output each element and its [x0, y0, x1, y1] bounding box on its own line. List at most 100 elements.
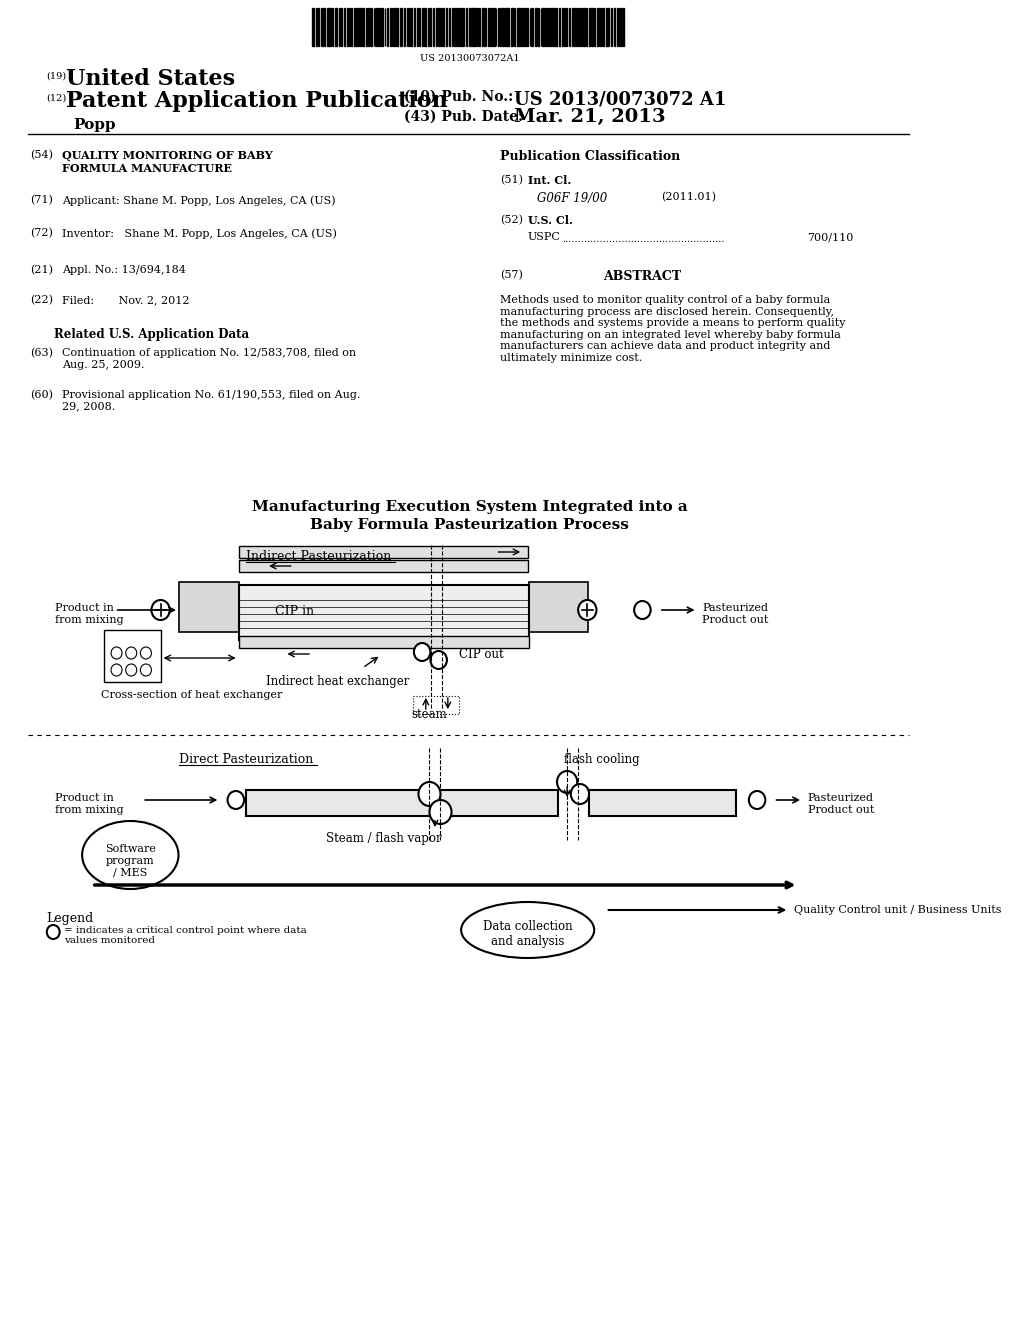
Ellipse shape: [579, 601, 597, 620]
Text: CIP out: CIP out: [459, 648, 504, 661]
Text: (63): (63): [31, 348, 53, 358]
Ellipse shape: [430, 651, 446, 669]
Ellipse shape: [227, 791, 244, 809]
Text: (51): (51): [500, 176, 523, 185]
Ellipse shape: [419, 781, 440, 807]
Ellipse shape: [570, 784, 589, 804]
Text: (21): (21): [31, 265, 53, 276]
Bar: [474, 8, 476, 46]
Ellipse shape: [47, 925, 59, 939]
Bar: [521, 8, 523, 46]
Bar: [591, 8, 593, 46]
Text: Legend: Legend: [46, 912, 93, 925]
Text: (22): (22): [31, 294, 53, 305]
Text: Methods used to monitor quality control of a baby formula
manufacturing process : Methods used to monitor quality control …: [500, 294, 846, 363]
Bar: [239, 636, 528, 648]
Bar: [524, 8, 526, 46]
Text: (12): (12): [46, 94, 67, 103]
Bar: [239, 546, 527, 558]
Bar: [179, 582, 239, 632]
Bar: [488, 8, 490, 46]
Bar: [335, 8, 337, 46]
Text: Applicant: Shane M. Popp, Los Angeles, CA (US): Applicant: Shane M. Popp, Los Angeles, C…: [62, 195, 336, 206]
Bar: [377, 8, 379, 46]
Text: Pasteurized
Product out: Pasteurized Product out: [808, 793, 873, 814]
Text: (72): (72): [31, 228, 53, 239]
Bar: [356, 8, 358, 46]
Ellipse shape: [152, 601, 170, 620]
Text: United States: United States: [67, 69, 236, 90]
Text: ABSTRACT: ABSTRACT: [603, 271, 681, 282]
Bar: [330, 8, 332, 46]
Ellipse shape: [461, 902, 594, 958]
Bar: [482, 8, 483, 46]
Ellipse shape: [557, 771, 578, 793]
Text: Popp: Popp: [74, 117, 116, 132]
Bar: [424, 8, 426, 46]
Bar: [531, 8, 534, 46]
Text: (2011.01): (2011.01): [660, 191, 716, 202]
Text: (71): (71): [31, 195, 53, 206]
Text: 700/110: 700/110: [807, 232, 853, 242]
Text: Related U.S. Application Data: Related U.S. Application Data: [54, 327, 249, 341]
Bar: [535, 8, 537, 46]
Text: ....................................................: ........................................…: [561, 235, 724, 244]
Bar: [502, 8, 504, 46]
Bar: [437, 8, 439, 46]
Text: (52): (52): [500, 215, 523, 226]
Bar: [370, 8, 372, 46]
Bar: [583, 8, 585, 46]
Text: flash cooling: flash cooling: [564, 752, 640, 766]
Bar: [555, 8, 557, 46]
Bar: [239, 585, 528, 640]
Bar: [312, 8, 313, 46]
Bar: [452, 8, 454, 46]
Text: Quality Control unit / Business Units: Quality Control unit / Business Units: [794, 906, 1001, 915]
Bar: [547, 8, 549, 46]
Text: USPC: USPC: [527, 232, 560, 242]
Bar: [103, 630, 161, 682]
Bar: [605, 8, 607, 46]
Text: Manufacturing Execution System Integrated into a: Manufacturing Execution System Integrate…: [252, 500, 688, 513]
Bar: [239, 560, 527, 572]
Text: Pasteurized
Product out: Pasteurized Product out: [702, 603, 768, 624]
Ellipse shape: [429, 800, 452, 824]
Text: US 20130073072A1: US 20130073072A1: [420, 54, 519, 63]
Bar: [493, 8, 495, 46]
Text: Publication Classification: Publication Classification: [500, 150, 680, 162]
Text: (19): (19): [46, 73, 66, 81]
Text: CIP in: CIP in: [275, 605, 314, 618]
Text: Baby Formula Pasteurization Process: Baby Formula Pasteurization Process: [310, 517, 630, 532]
Bar: [553, 8, 554, 46]
Bar: [517, 8, 518, 46]
Text: (54): (54): [31, 150, 53, 160]
Bar: [327, 8, 329, 46]
Text: Product in
from mixing: Product in from mixing: [55, 603, 124, 624]
Text: (57): (57): [500, 271, 523, 280]
Bar: [407, 8, 409, 46]
Bar: [413, 696, 459, 714]
Ellipse shape: [414, 643, 430, 661]
Text: Patent Application Publication: Patent Application Publication: [67, 90, 447, 112]
Text: U.S. Cl.: U.S. Cl.: [527, 215, 572, 226]
Text: Filed:       Nov. 2, 2012: Filed: Nov. 2, 2012: [62, 294, 189, 305]
Ellipse shape: [634, 601, 650, 619]
Text: Indirect Pasteurization: Indirect Pasteurization: [246, 550, 391, 564]
Bar: [246, 789, 558, 816]
Text: Mar. 21, 2013: Mar. 21, 2013: [514, 108, 666, 125]
Text: = indicates a critical control point where data
values monitored: = indicates a critical control point whe…: [65, 927, 307, 945]
Text: Data collection
and analysis: Data collection and analysis: [483, 920, 572, 948]
Text: Continuation of application No. 12/583,708, filed on
Aug. 25, 2009.: Continuation of application No. 12/583,7…: [62, 348, 356, 370]
Bar: [589, 789, 736, 816]
Text: Appl. No.: 13/694,184: Appl. No.: 13/694,184: [62, 265, 186, 275]
Text: Steam / flash vapor: Steam / flash vapor: [326, 832, 441, 845]
Text: (60): (60): [31, 389, 53, 400]
Bar: [597, 8, 598, 46]
Bar: [508, 8, 509, 46]
Text: QUALITY MONITORING OF BABY
FORMULA MANUFACTURE: QUALITY MONITORING OF BABY FORMULA MANUF…: [62, 150, 273, 174]
Bar: [505, 8, 507, 46]
Text: Provisional application No. 61/190,553, filed on Aug.
29, 2008.: Provisional application No. 61/190,553, …: [62, 389, 360, 412]
Bar: [543, 8, 544, 46]
Text: Software
program
/ MES: Software program / MES: [104, 843, 156, 878]
Bar: [358, 8, 360, 46]
